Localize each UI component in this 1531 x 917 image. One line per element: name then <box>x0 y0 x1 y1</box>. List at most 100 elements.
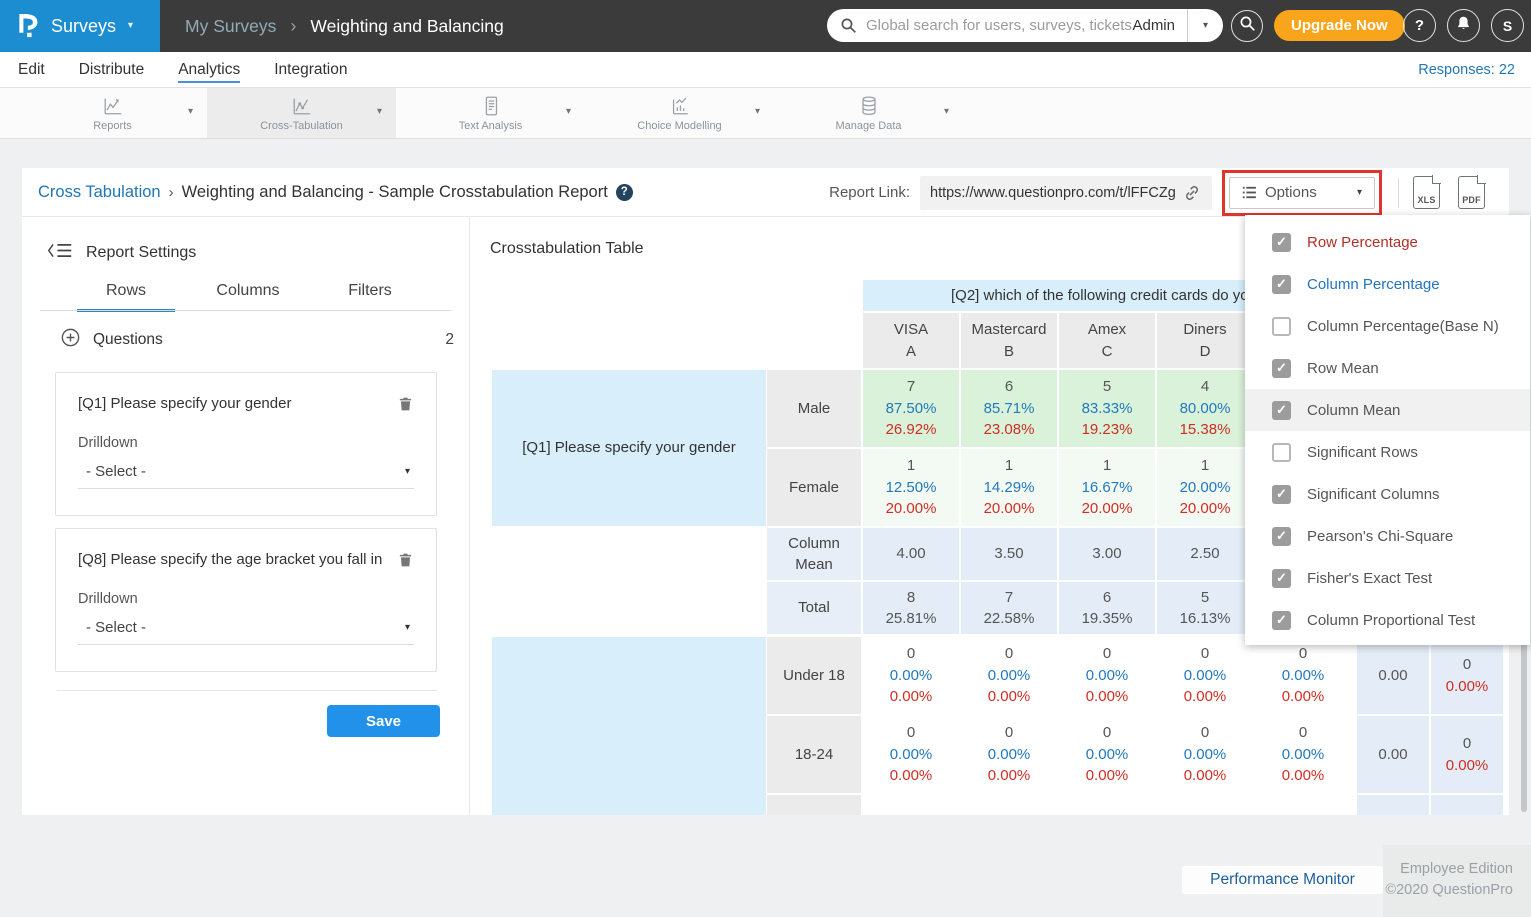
option-row-mean[interactable]: Row Mean <box>1245 347 1530 389</box>
option-column-percentage[interactable]: Column Percentage <box>1245 263 1530 305</box>
checkbox-checked-icon[interactable] <box>1272 233 1291 252</box>
data-cell: 00.00%0.00% <box>1255 716 1351 793</box>
checkbox-checked-icon[interactable] <box>1272 485 1291 504</box>
row-label-male: Male <box>767 370 861 447</box>
product-switcher[interactable]: Surveys ▾ <box>0 0 160 52</box>
options-dropdown-menu: Row Percentage Column Percentage Column Pe… <box>1245 215 1530 645</box>
checkbox-checked-icon[interactable] <box>1272 569 1291 588</box>
report-link-field[interactable]: https://www.questionpro.com/t/lFFCZg <box>920 176 1212 210</box>
list-icon <box>1242 185 1257 200</box>
performance-monitor-link[interactable]: Performance Monitor <box>1182 866 1383 894</box>
export-xls-button[interactable]: XLS <box>1413 176 1440 209</box>
settings-tab-columns[interactable]: Columns <box>199 272 297 312</box>
cell-value: 0.00% <box>988 665 1031 687</box>
checkbox-checked-icon[interactable] <box>1272 611 1291 630</box>
chevron-down-icon: ▾ <box>405 622 410 633</box>
option-significant-rows[interactable]: Significant Rows <box>1245 431 1530 473</box>
row-label-text: Total <box>798 597 830 619</box>
global-search-input[interactable]: Global search for users, surveys, ticket… <box>827 9 1223 42</box>
add-question-icon[interactable] <box>60 327 81 353</box>
cell-value: 0.00% <box>988 744 1031 766</box>
cross-tabulation-link[interactable]: Cross Tabulation <box>38 183 161 202</box>
option-pearson-s-chi-square[interactable]: Pearson's Chi-Square <box>1245 515 1530 557</box>
delete-question-icon[interactable] <box>397 551 414 569</box>
search-icon <box>1239 15 1256 37</box>
option-column-mean[interactable]: Column Mean <box>1245 389 1530 431</box>
cell-value: 0.00% <box>890 665 933 687</box>
row-question-cell <box>492 637 766 815</box>
cell-value: 3.00 <box>1092 543 1121 565</box>
nav-tab-analytics[interactable]: Analytics <box>178 52 240 88</box>
checkbox-checked-icon[interactable] <box>1272 401 1291 420</box>
settings-tab-rows[interactable]: Rows <box>77 272 175 312</box>
help-icon[interactable] <box>616 184 633 201</box>
data-cell: 00.00%0.00% <box>1255 637 1351 714</box>
data-cell: 722.58% <box>961 582 1057 634</box>
data-cell: 3.50 <box>961 528 1057 580</box>
data-cell: 3.00 <box>1059 528 1155 580</box>
row-label-text: 18-24 <box>795 744 833 766</box>
survey-nav-tabs: Edit Distribute Analytics Integration <box>0 52 1531 88</box>
cell-value: 0.00 <box>1378 744 1407 766</box>
toolbar-tab-reports[interactable]: Reports▾ <box>18 88 207 138</box>
toolbar-tab-text-analysis[interactable]: Text Analysis▾ <box>396 88 585 138</box>
link-icon[interactable] <box>1182 183 1202 203</box>
data-cell: 516.13% <box>1157 582 1253 634</box>
chevron-down-icon[interactable]: ▾ <box>1188 21 1223 31</box>
checkbox-checked-icon[interactable] <box>1272 527 1291 546</box>
nav-tab-distribute[interactable]: Distribute <box>79 52 144 88</box>
search-scope-label[interactable]: Admin <box>1132 17 1175 34</box>
search-button[interactable] <box>1231 10 1263 42</box>
cell-value: 22.58% <box>984 608 1035 630</box>
data-cell: 116.67%20.00% <box>1059 449 1155 526</box>
notifications-button[interactable] <box>1447 9 1480 42</box>
help-button[interactable] <box>1403 9 1436 42</box>
export-pdf-button[interactable]: PDF <box>1458 176 1485 209</box>
data-cell: 00.00%0.00% <box>1059 716 1155 793</box>
option-row-percentage[interactable]: Row Percentage <box>1245 221 1530 263</box>
chevron-down-icon[interactable]: ▾ <box>566 106 571 117</box>
options-button[interactable]: Options ▾ <box>1229 177 1375 209</box>
settings-tab-filters[interactable]: Filters <box>321 272 419 312</box>
data-cell: 00.00%0.00% <box>961 637 1057 714</box>
delete-question-icon[interactable] <box>397 395 414 413</box>
checkbox-checked-icon[interactable] <box>1272 359 1291 378</box>
chevron-down-icon[interactable]: ▾ <box>188 106 193 117</box>
data-cell: 00.00%0.00% <box>961 716 1057 793</box>
option-significant-columns[interactable]: Significant Columns <box>1245 473 1530 515</box>
drilldown-select[interactable]: - Select -▾ <box>78 451 414 489</box>
toolbar-tab-cross-tabulation[interactable]: Cross-Tabulation▾ <box>207 88 396 138</box>
toolbar-tab-choice-modelling[interactable]: Choice Modelling▾ <box>585 88 774 138</box>
option-fisher-s-exact-test[interactable]: Fisher's Exact Test <box>1245 557 1530 599</box>
option-column-percentage-base-n[interactable]: Column Percentage(Base N) <box>1245 305 1530 347</box>
search-icon <box>840 17 857 34</box>
cell-value: 0.00% <box>1282 665 1325 687</box>
option-label: Column Percentage <box>1307 276 1440 293</box>
avatar[interactable]: S <box>1491 9 1524 42</box>
toolbar-tab-manage-data[interactable]: Manage Data▾ <box>774 88 963 138</box>
column-name: Mastercard <box>971 319 1046 341</box>
report-link-url[interactable]: https://www.questionpro.com/t/lFFCZg <box>930 185 1176 201</box>
cell-value: 85.71% <box>984 398 1035 420</box>
chevron-down-icon[interactable]: ▾ <box>377 106 382 117</box>
nav-tab-integration[interactable]: Integration <box>274 52 347 88</box>
checkbox-checked-icon[interactable] <box>1272 275 1291 294</box>
breadcrumb-my-surveys[interactable]: My Surveys <box>185 16 276 37</box>
drilldown-label: Drilldown <box>78 435 414 451</box>
collapse-panel-icon[interactable] <box>47 241 73 265</box>
divider <box>1398 178 1399 208</box>
nav-tab-edit[interactable]: Edit <box>18 52 45 88</box>
chevron-down-icon[interactable]: ▾ <box>755 106 760 117</box>
question-label: [Q1] Please specify your gender <box>78 395 397 412</box>
responses-count[interactable]: Responses: 22 <box>1418 52 1515 88</box>
upgrade-now-button[interactable]: Upgrade Now <box>1274 10 1405 41</box>
cell-value: 0.00% <box>1086 765 1129 787</box>
drilldown-select[interactable]: - Select -▾ <box>78 607 414 645</box>
scrollbar-thumb[interactable] <box>1521 640 1527 812</box>
cell-value: 26.92% <box>886 419 937 441</box>
chevron-down-icon[interactable]: ▾ <box>944 106 949 117</box>
option-column-proportional-test[interactable]: Column Proportional Test <box>1245 599 1530 641</box>
checkbox-unchecked-icon[interactable] <box>1272 443 1291 462</box>
save-button[interactable]: Save <box>327 705 440 737</box>
checkbox-unchecked-icon[interactable] <box>1272 317 1291 336</box>
